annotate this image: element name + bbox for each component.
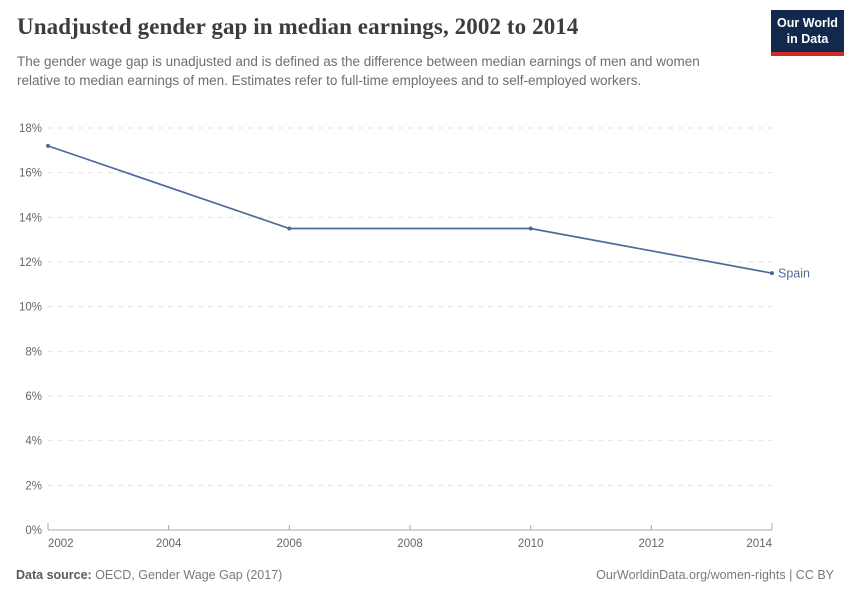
y-tick-label: 14% xyxy=(19,212,42,224)
chart-area: 0% 2% 4% 6% 8% 10% 12% 14% 16% 18% 2002 2004 2006 200… xyxy=(0,115,850,560)
y-tick-label: 16% xyxy=(19,168,42,180)
data-source-label: Data source: xyxy=(16,568,92,582)
chart-subtitle: The gender wage gap is unadjusted and is… xyxy=(17,54,700,88)
y-tick-label: 18% xyxy=(19,123,42,135)
x-tick-label: 2002 xyxy=(48,538,74,550)
page-title: Unadjusted gender gap in median earnings… xyxy=(17,14,579,39)
x-tick-label: 2014 xyxy=(746,538,772,550)
data-point-marker[interactable] xyxy=(46,143,50,148)
x-tick-label: 2008 xyxy=(397,538,423,550)
y-tick-label: 12% xyxy=(19,257,42,269)
owid-logo[interactable]: Our World in Data xyxy=(771,10,844,57)
data-point-marker[interactable] xyxy=(770,271,774,276)
x-tick-label: 2006 xyxy=(277,538,303,550)
line-chart-svg: 0% 2% 4% 6% 8% 10% 12% 14% 16% 18% 2002 2004 2006 200… xyxy=(19,123,810,550)
owid-logo-line1: Our World xyxy=(777,16,838,30)
series-line[interactable] xyxy=(47,145,773,275)
data-point-marker[interactable] xyxy=(528,226,533,231)
x-tick-label: 2010 xyxy=(518,538,544,550)
data-source-note: Data source: OECD, Gender Wage Gap (2017… xyxy=(16,568,282,582)
x-tick-label: 2012 xyxy=(639,538,665,550)
y-tick-label: 10% xyxy=(19,302,42,314)
entity-label[interactable]: Spain xyxy=(778,267,810,281)
data-point-marker[interactable] xyxy=(287,226,292,231)
data-source-value: OECD, Gender Wage Gap (2017) xyxy=(91,568,283,582)
chart-footer: Data source: OECD, Gender Wage Gap (2017… xyxy=(16,568,834,582)
y-tick-label: 2% xyxy=(25,480,42,492)
x-tick-label: 2004 xyxy=(156,538,182,550)
y-tick-label: 4% xyxy=(25,436,42,448)
owid-url-license-link[interactable]: OurWorldinData.org/women-rights | CC BY xyxy=(596,568,834,582)
y-tick-label: 8% xyxy=(25,346,42,358)
y-tick-label: 6% xyxy=(25,391,42,403)
y-tick-label: 0% xyxy=(25,525,42,537)
owid-logo-line2: in Data xyxy=(786,31,829,46)
